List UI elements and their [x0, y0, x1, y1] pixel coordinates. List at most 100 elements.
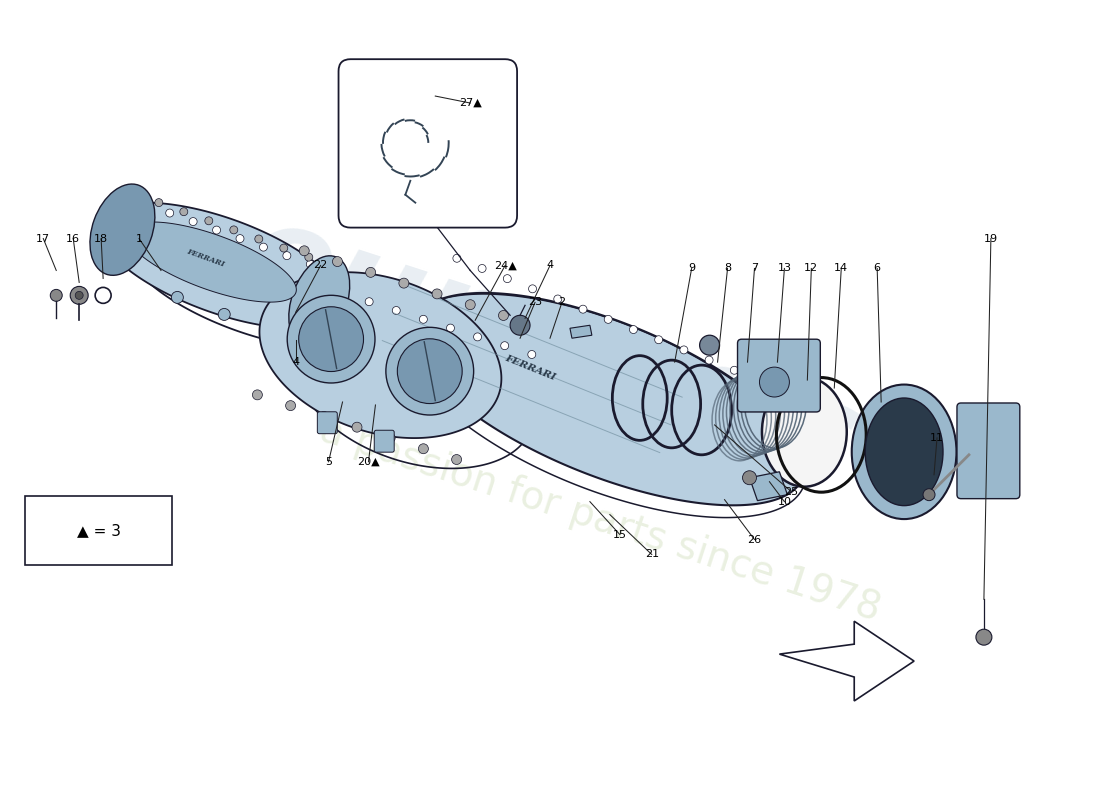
Text: FERRARI: FERRARI: [186, 247, 225, 268]
Circle shape: [338, 289, 346, 297]
Circle shape: [319, 411, 329, 422]
Text: FERRARI: FERRARI: [504, 354, 557, 382]
Circle shape: [528, 350, 536, 358]
Text: 21: 21: [645, 550, 659, 559]
Text: 6: 6: [873, 263, 881, 274]
Circle shape: [385, 433, 395, 443]
Circle shape: [252, 390, 263, 400]
Polygon shape: [749, 472, 788, 501]
Circle shape: [629, 326, 637, 334]
Circle shape: [465, 300, 475, 310]
Text: 19: 19: [983, 234, 998, 243]
Circle shape: [579, 305, 587, 313]
Circle shape: [230, 226, 238, 234]
Circle shape: [529, 285, 537, 293]
Ellipse shape: [90, 184, 155, 275]
Text: 17: 17: [36, 234, 51, 243]
Circle shape: [498, 310, 508, 321]
Circle shape: [759, 367, 790, 397]
Circle shape: [172, 291, 184, 303]
Ellipse shape: [386, 327, 474, 415]
Circle shape: [419, 315, 428, 323]
Circle shape: [680, 346, 688, 354]
FancyBboxPatch shape: [317, 412, 338, 434]
Text: 25: 25: [784, 486, 799, 497]
Circle shape: [260, 243, 267, 251]
Circle shape: [306, 260, 315, 268]
Circle shape: [353, 278, 361, 285]
Text: 15: 15: [613, 530, 627, 539]
Circle shape: [212, 226, 221, 234]
Circle shape: [365, 267, 375, 278]
Circle shape: [730, 366, 738, 374]
Circle shape: [218, 309, 230, 321]
Circle shape: [604, 315, 613, 323]
Circle shape: [283, 252, 290, 260]
FancyBboxPatch shape: [25, 496, 172, 566]
Text: 20▲: 20▲: [358, 457, 379, 466]
Circle shape: [255, 235, 263, 243]
Polygon shape: [126, 222, 296, 302]
Text: 11: 11: [930, 433, 944, 443]
Text: 27▲: 27▲: [459, 98, 482, 108]
Text: 7: 7: [751, 263, 758, 274]
Circle shape: [705, 356, 713, 364]
Circle shape: [236, 234, 244, 242]
Circle shape: [510, 315, 530, 335]
Ellipse shape: [289, 256, 350, 346]
Text: 22: 22: [314, 261, 328, 270]
Ellipse shape: [397, 338, 462, 403]
Polygon shape: [570, 326, 592, 338]
Circle shape: [70, 286, 88, 304]
Text: 14: 14: [834, 263, 848, 274]
FancyBboxPatch shape: [339, 59, 517, 228]
Circle shape: [305, 253, 312, 261]
Circle shape: [393, 306, 400, 314]
Circle shape: [166, 209, 174, 217]
Text: 5: 5: [326, 457, 332, 466]
Polygon shape: [780, 622, 914, 701]
Text: 18: 18: [95, 234, 108, 243]
FancyBboxPatch shape: [957, 403, 1020, 498]
Text: 24▲: 24▲: [494, 261, 517, 270]
Circle shape: [418, 444, 428, 454]
Text: 4: 4: [547, 261, 553, 270]
Ellipse shape: [762, 377, 847, 486]
Circle shape: [976, 630, 992, 645]
Ellipse shape: [866, 398, 943, 506]
Circle shape: [478, 265, 486, 273]
Circle shape: [299, 246, 309, 256]
Circle shape: [365, 298, 373, 306]
Circle shape: [923, 489, 935, 501]
Circle shape: [447, 324, 454, 332]
Circle shape: [452, 454, 462, 465]
Text: 2: 2: [559, 298, 565, 307]
Text: 4: 4: [293, 357, 299, 367]
Ellipse shape: [851, 385, 957, 519]
Ellipse shape: [299, 306, 363, 371]
Circle shape: [432, 289, 442, 299]
Text: 10: 10: [778, 497, 791, 506]
FancyBboxPatch shape: [374, 430, 394, 452]
Circle shape: [286, 401, 296, 410]
Polygon shape: [412, 293, 805, 506]
Polygon shape: [98, 202, 344, 328]
Circle shape: [51, 290, 63, 302]
Circle shape: [700, 335, 719, 355]
FancyBboxPatch shape: [737, 339, 821, 412]
Circle shape: [399, 278, 409, 288]
Circle shape: [352, 422, 362, 432]
Circle shape: [75, 291, 84, 299]
Text: 8: 8: [724, 263, 732, 274]
Text: 13: 13: [778, 263, 791, 274]
Text: 26: 26: [747, 534, 761, 545]
Circle shape: [500, 342, 508, 350]
Polygon shape: [260, 272, 502, 438]
Circle shape: [654, 336, 662, 344]
Circle shape: [504, 274, 512, 282]
Text: 16: 16: [66, 234, 80, 243]
Circle shape: [553, 295, 562, 303]
Circle shape: [742, 470, 757, 485]
Circle shape: [179, 208, 188, 216]
Text: ▲ = 3: ▲ = 3: [77, 523, 121, 538]
